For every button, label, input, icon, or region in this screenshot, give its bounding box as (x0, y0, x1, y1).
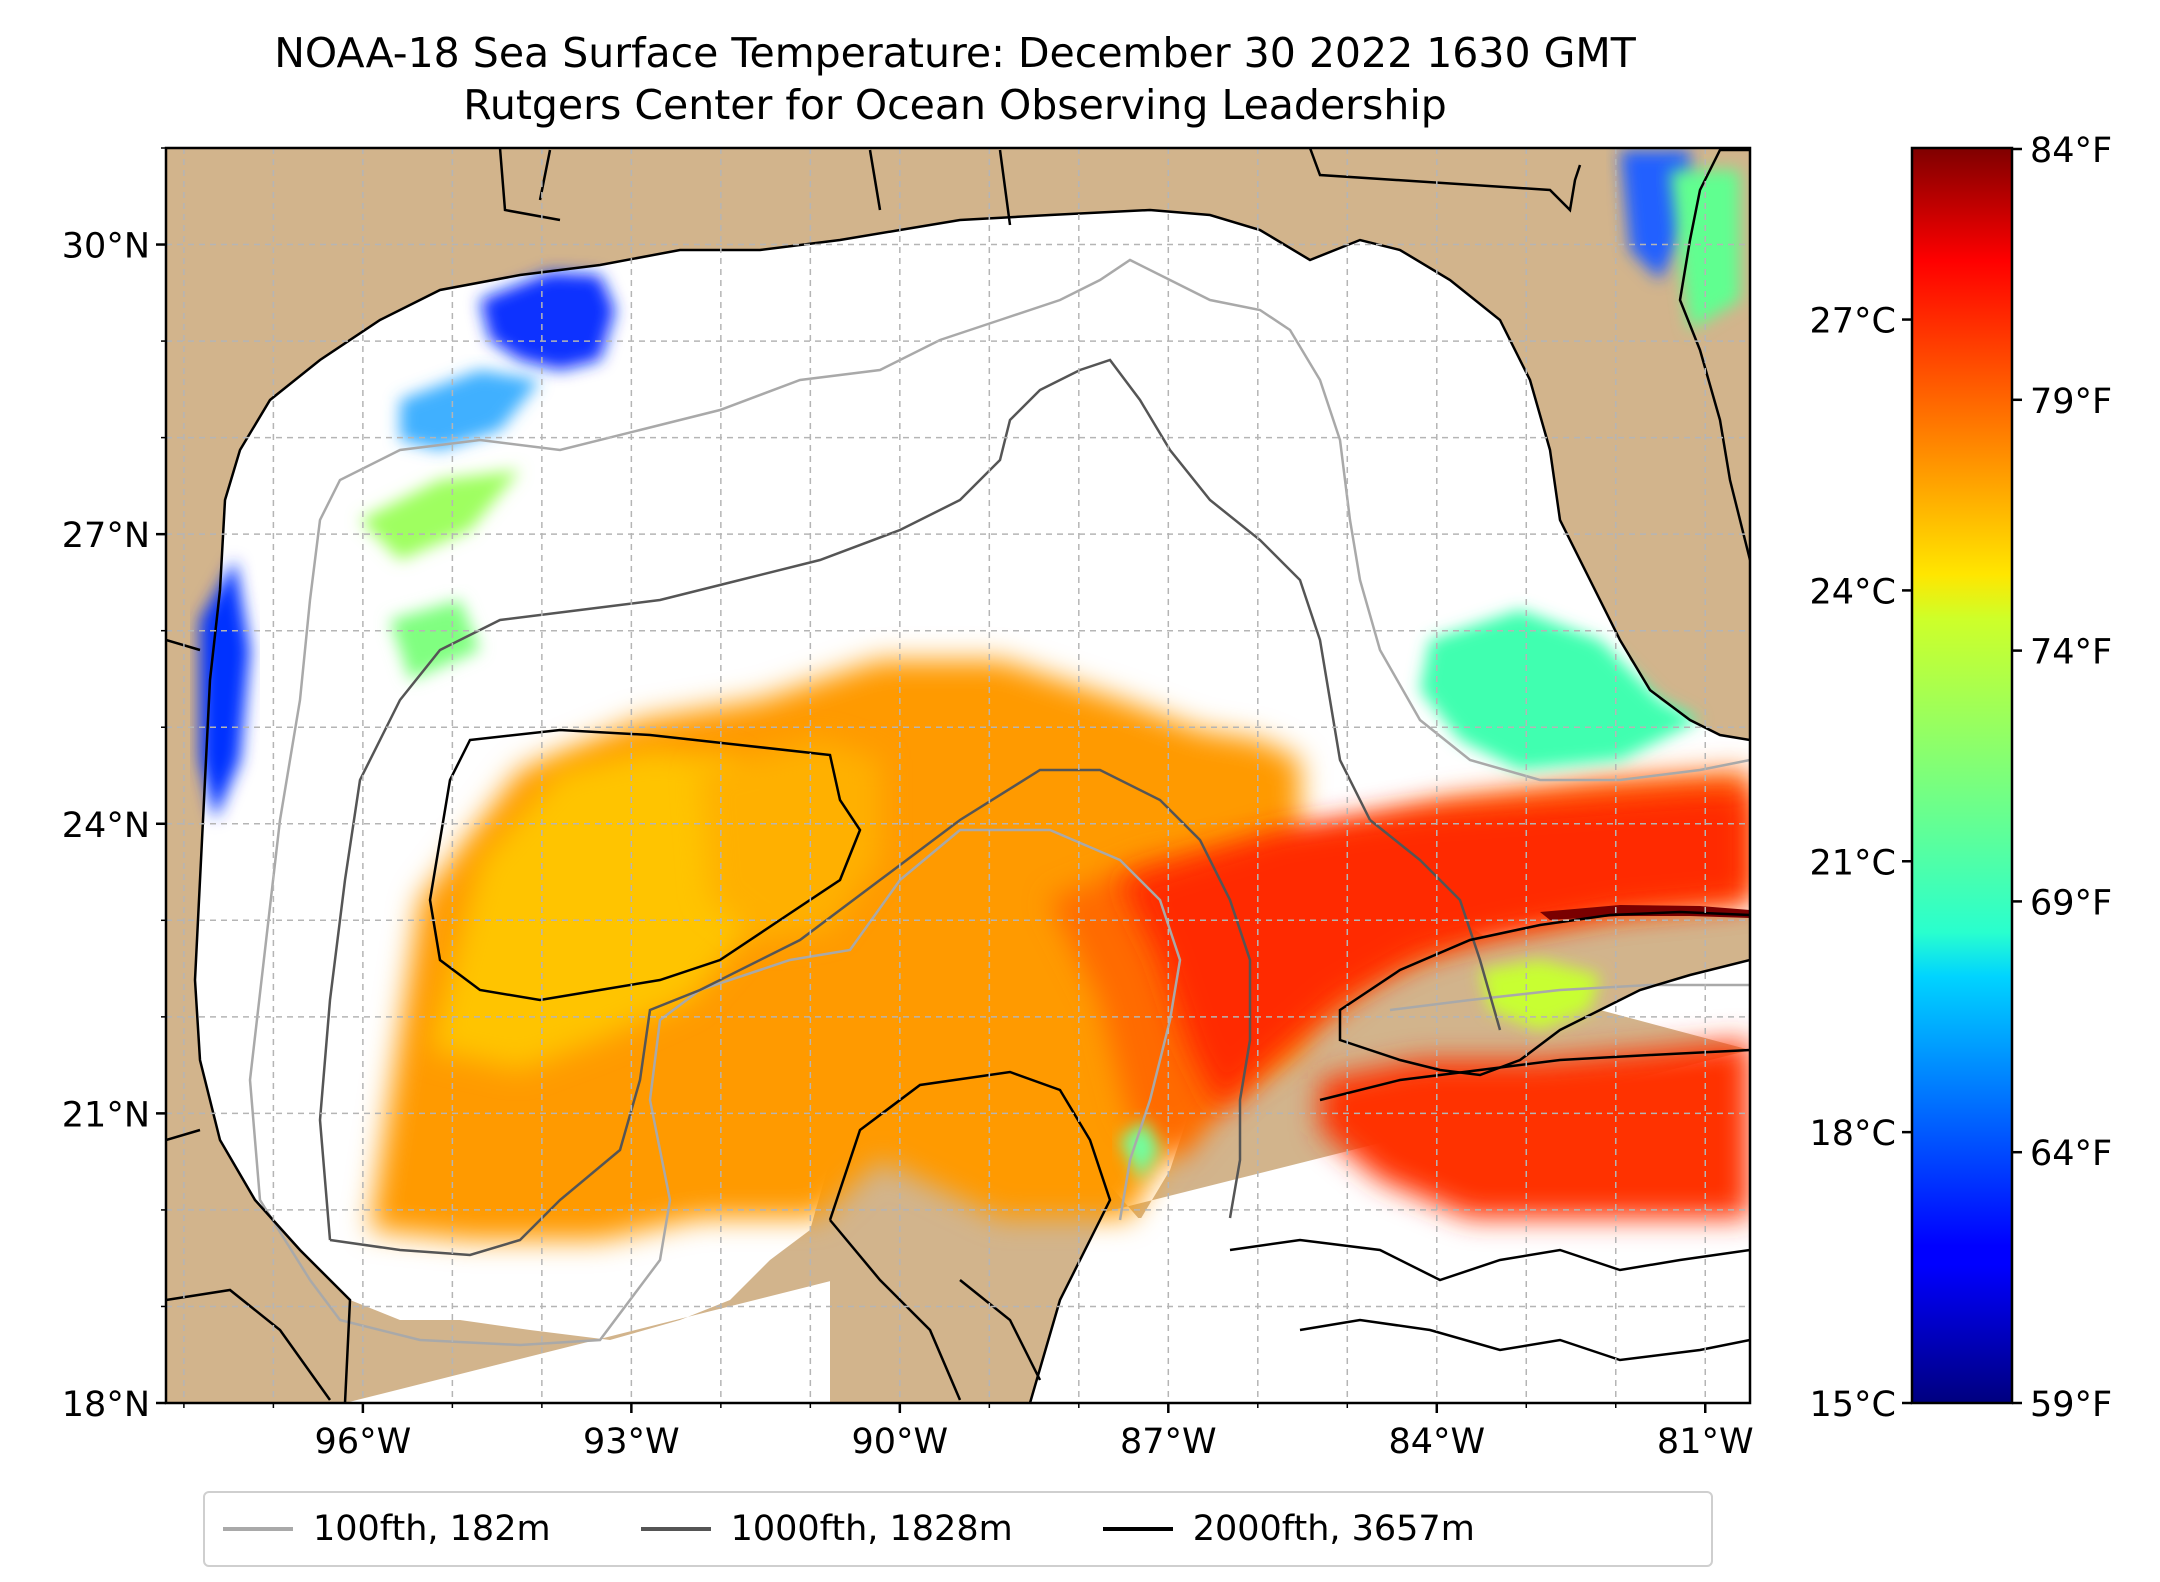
legend-label: 1000fth, 1828m (730, 1509, 1013, 1549)
legend-line-swatch (640, 1527, 711, 1531)
latitude-axis: 30°N 27°N 24°N 21°N 18°N (62, 147, 166, 1425)
celsius-tick-label: 21°C (1810, 843, 1896, 883)
caribbean-water (1100, 1218, 1750, 1403)
lon-tick-label: 90°W (852, 1422, 949, 1462)
contour-100fth (248, 258, 1750, 1347)
fahrenheit-tick-label: 74°F (2030, 633, 2112, 673)
fahrenheit-tick-label: 64°F (2030, 1134, 2112, 1174)
lon-tick-label: 96°W (315, 1422, 412, 1462)
celsius-tick-label: 18°C (1810, 1114, 1896, 1154)
legend-item: 1000fth, 1828m (623, 1509, 1013, 1549)
legend-line-swatch (1102, 1527, 1173, 1531)
map-subtitle: Rutgers Center for Ocean Observing Leade… (463, 81, 1447, 129)
gridlines (166, 147, 1750, 1404)
legend-item: 100fth, 182m (205, 1509, 551, 1549)
sst-warm-layer (370, 660, 1750, 1240)
lat-tick-label: 27°N (62, 516, 150, 556)
coastline (166, 148, 1750, 1403)
legend-item: 2000fth, 3657m (1085, 1509, 1475, 1549)
legend-label: 2000fth, 3657m (1192, 1509, 1475, 1549)
longitude-axis: 96°W 93°W 90°W 87°W 84°W 81°W (183, 1403, 1754, 1462)
fahrenheit-axis: 84°F 79°F 74°F 69°F 64°F 59°F (2012, 131, 2112, 1425)
celsius-axis: 27°C 24°C 21°C 18°C 15°C (1810, 302, 1912, 1425)
contour-legend: 100fth, 182m 1000fth, 1828m 2000fth, 3657m (203, 1491, 1713, 1567)
legend-label: 100fth, 182m (313, 1509, 551, 1549)
legend-line-swatch (223, 1527, 293, 1531)
lon-tick-label: 93°W (583, 1422, 680, 1462)
fahrenheit-tick-label: 59°F (2030, 1385, 2112, 1425)
lat-tick-label: 24°N (62, 806, 150, 846)
lon-tick-label: 84°W (1388, 1422, 1485, 1462)
lon-tick-label: 81°W (1657, 1422, 1754, 1462)
lat-tick-label: 21°N (62, 1095, 150, 1135)
lat-tick-label: 18°N (62, 1385, 150, 1425)
celsius-tick-label: 27°C (1810, 302, 1896, 342)
colorbar-gradient (1910, 146, 2014, 1405)
contour-1000fth (318, 358, 1502, 1257)
lat-tick-label: 30°N (62, 227, 150, 267)
map-title: NOAA-18 Sea Surface Temperature: Decembe… (274, 29, 1636, 77)
colorbar: 27°C 24°C 21°C 18°C 15°C 84°F 79°F 74°F 69°F 64°… (1810, 131, 2113, 1425)
contour-2000fth (428, 728, 1750, 1362)
fahrenheit-tick-label: 84°F (2030, 131, 2112, 171)
fahrenheit-tick-label: 79°F (2030, 382, 2112, 422)
sst-cool-layer (200, 150, 1740, 1180)
fahrenheit-tick-label: 69°F (2030, 883, 2112, 923)
sst-map: 30°N 27°N 24°N 21°N 18°N 96°W 93°W 90°W 87°W 84°… (62, 146, 1754, 1462)
lon-tick-label: 87°W (1120, 1422, 1217, 1462)
plot-frame (164, 146, 1752, 1405)
celsius-tick-label: 15°C (1810, 1385, 1896, 1425)
celsius-tick-label: 24°C (1810, 572, 1896, 612)
